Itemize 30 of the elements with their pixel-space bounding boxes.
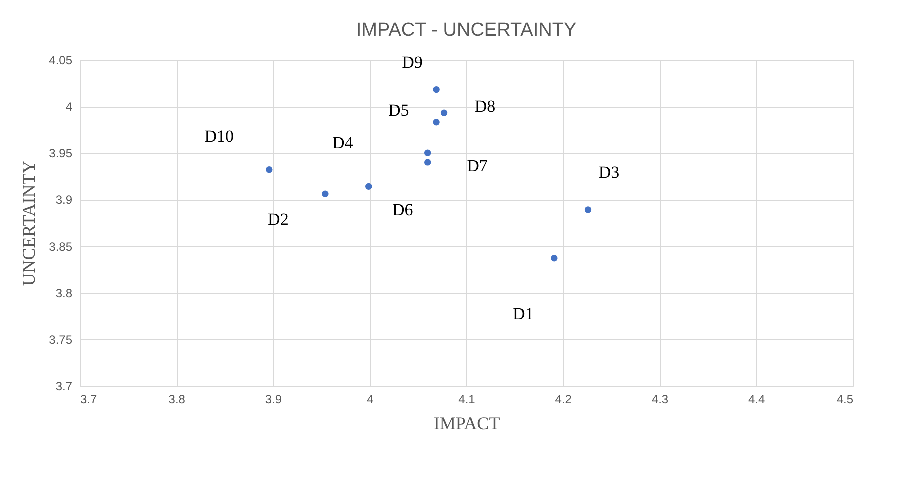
x-tick-label: 4 [367,392,374,406]
annotation: D8 [474,97,496,116]
x-tick-label: 3.8 [168,392,186,406]
x-tick-label: 4.3 [652,392,669,406]
x-tick-label: 4.5 [836,392,854,406]
y-tick-label: 3.75 [49,332,73,347]
y-tick-label: 3.8 [56,286,73,300]
y-axis-title: UNCERTAINTY [19,160,40,286]
x-tick-label: 3.9 [265,392,282,406]
x-tick-label: 4.2 [555,392,572,406]
y-tick-label: 3.7 [56,380,73,394]
annotation: D3 [598,162,620,182]
annotation: D4 [332,134,354,153]
annotation: D7 [467,156,488,176]
y-tick-label: 4.05 [49,54,73,68]
x-axis-title: IMPACT [434,414,500,434]
x-tick-label: 4.4 [748,392,766,406]
y-tick-label: 3.95 [49,146,73,161]
x-tick-label: 4.1 [458,392,476,406]
annotation: D5 [388,101,410,120]
annotation: D1 [513,304,534,324]
x-tick-label: 3.7 [80,392,98,406]
y-tick-label: 4 [66,100,73,114]
y-tick-label: 3.85 [49,240,73,254]
annotation: D9 [402,52,423,72]
y-tick-label: 3.9 [56,193,73,208]
chart-title: IMPACT - UNCERTAINTY [356,20,577,41]
annotation: D10 [204,126,234,146]
annotation: D6 [392,200,414,220]
annotation: D2 [268,210,289,230]
